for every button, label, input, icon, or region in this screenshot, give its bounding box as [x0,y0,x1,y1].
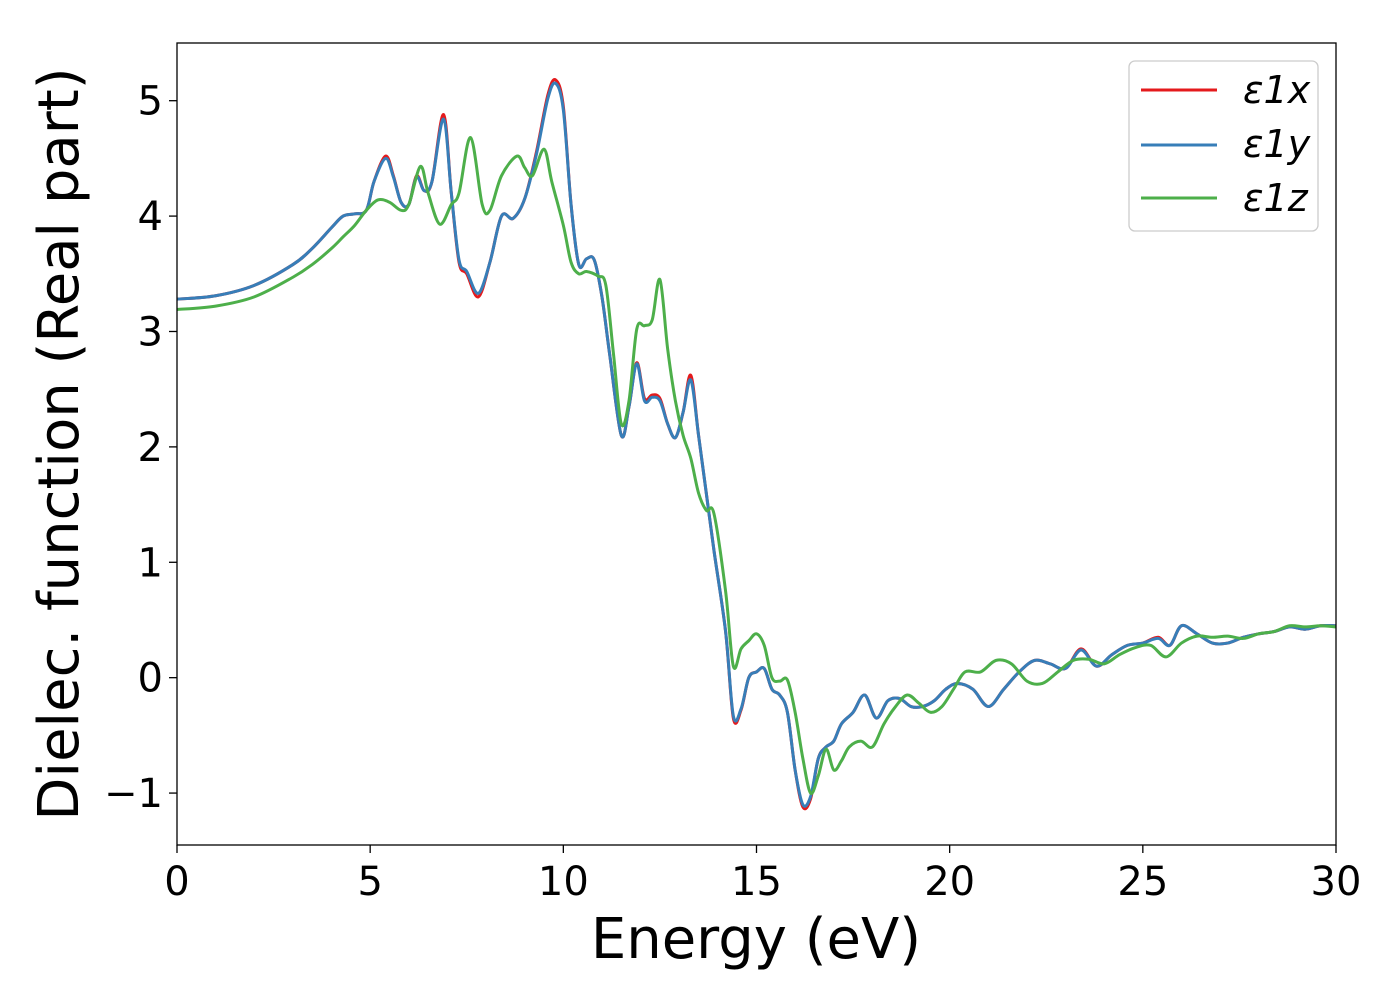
y-tick-label: 5 [138,79,163,125]
y-axis: −1 0 1 2 3 4 5 [104,79,177,817]
x-tick-label: 30 [1311,859,1362,905]
x-tick-label: 5 [357,859,382,905]
y-tick-label: 4 [138,194,163,240]
legend-frame [1128,60,1319,232]
x-tick-label: 20 [924,859,975,905]
series-line-3 [177,136,1336,795]
x-tick-label: 0 [164,859,189,905]
y-axis-title: Dielec. function (Real part) [27,67,92,820]
y-tick-label: 0 [138,656,163,702]
x-axis-title: Energy (eV) [591,907,921,972]
series-layer [177,78,1336,811]
legend-label-series-2: ε1y [1243,122,1311,166]
y-tick-label: 2 [138,425,163,471]
legend-label-series-1: ε1x [1243,68,1311,112]
series-line-2 [177,81,1336,808]
y-tick-label: −1 [104,771,163,817]
y-tick-label: 3 [138,309,163,355]
x-axis: 0 5 10 15 20 25 30 [164,845,1361,905]
x-tick-label: 10 [538,859,589,905]
y-tick-label: 1 [138,540,163,586]
legend: ε1x ε1y ε1z [1128,60,1319,232]
x-tick-label: 15 [731,859,782,905]
x-tick-label: 25 [1117,859,1168,905]
legend-label-series-3: ε1z [1243,176,1309,220]
